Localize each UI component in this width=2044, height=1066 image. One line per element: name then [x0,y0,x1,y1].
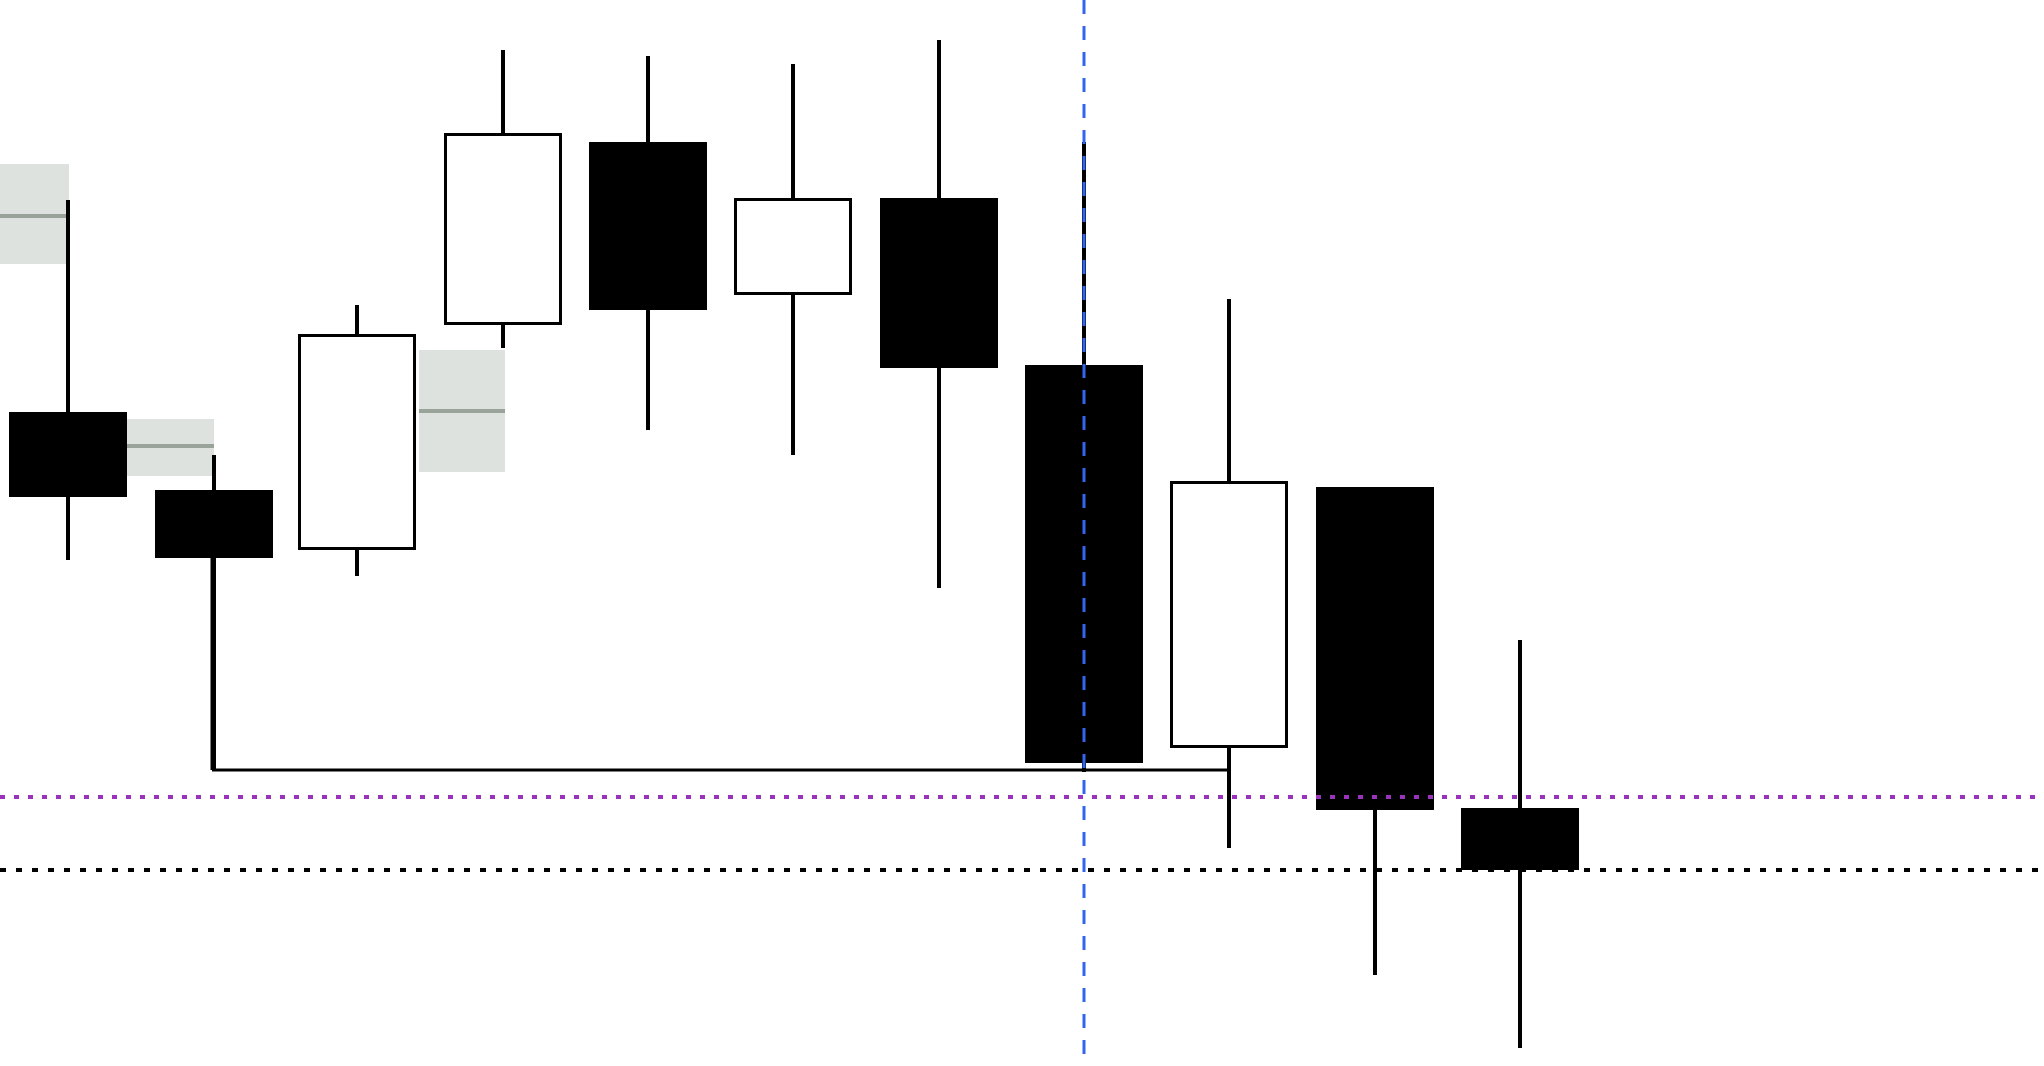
candle-4-black[interactable] [589,56,707,430]
candle-8-white[interactable] [1170,299,1288,848]
candle-10-black[interactable] [1461,640,1579,1048]
highlight-boxes-layer [0,164,505,476]
candle-8-body[interactable] [1170,481,1288,748]
candle-6-black[interactable] [880,40,998,588]
candle-3-white[interactable] [444,50,562,348]
candle-0-body[interactable] [9,412,127,497]
highlight-box-1 [126,419,214,476]
candle-5-body[interactable] [734,198,852,295]
candles-layer[interactable] [9,40,1579,1048]
candle-3-body[interactable] [444,133,562,325]
candle-1-body[interactable] [155,490,273,558]
candle-0-black[interactable] [9,200,127,560]
candle-6-body[interactable] [880,198,998,368]
candle-4-body[interactable] [589,142,707,310]
candle-2-white[interactable] [298,305,416,576]
candle-1-black[interactable] [155,455,273,770]
candle-7-body[interactable] [1025,365,1143,763]
candle-9-black[interactable] [1316,487,1434,975]
highlight-box-0 [0,164,69,264]
candle-10-body[interactable] [1461,808,1579,870]
highlight-box-2 [419,350,505,472]
candle-9-body[interactable] [1316,487,1434,810]
candle-2-body[interactable] [298,334,416,550]
candle-5-white[interactable] [734,64,852,455]
